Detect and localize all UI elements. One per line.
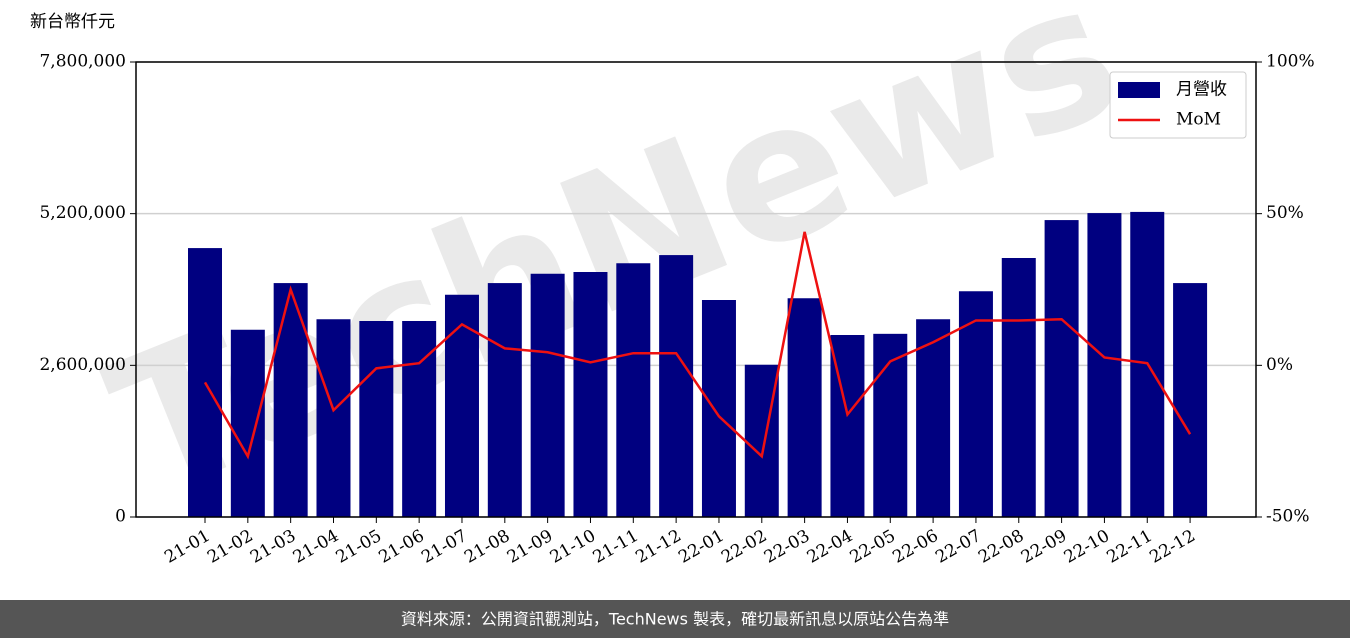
legend-swatch bbox=[1118, 82, 1160, 98]
x-tick-label: 22-05 bbox=[847, 526, 899, 568]
x-tick-label: 21-05 bbox=[333, 526, 385, 568]
bar bbox=[273, 283, 308, 517]
x-tick-label: 21-02 bbox=[204, 526, 256, 568]
x-tick-label: 21-11 bbox=[590, 526, 642, 568]
bar bbox=[573, 272, 608, 517]
x-tick-label: 22-10 bbox=[1061, 526, 1113, 568]
x-tick-label: 22-07 bbox=[932, 526, 984, 568]
y2-tick-label: 100% bbox=[1266, 52, 1315, 72]
bar bbox=[1087, 213, 1122, 518]
legend-label: MoM bbox=[1176, 110, 1221, 130]
x-tick-label: 21-10 bbox=[547, 526, 599, 568]
x-tick-label: 22-02 bbox=[718, 526, 770, 568]
line bbox=[203, 231, 1192, 460]
bar bbox=[787, 298, 822, 517]
legend-label: 月營收 bbox=[1176, 80, 1227, 100]
bar bbox=[873, 333, 908, 517]
y-tick-label: 2,600,000 bbox=[39, 355, 126, 375]
plot-frame bbox=[135, 61, 1257, 518]
x-tick-label: 22-12 bbox=[1146, 526, 1198, 568]
x-tick-label: 21-09 bbox=[504, 526, 556, 568]
bar bbox=[1173, 283, 1208, 517]
y2-tick-label: 0% bbox=[1266, 355, 1293, 375]
y-tick-label: 7,800,000 bbox=[39, 52, 126, 72]
bar bbox=[958, 291, 993, 517]
x-tick-label: 22-11 bbox=[1104, 526, 1156, 568]
bar bbox=[1044, 220, 1079, 518]
bar bbox=[616, 263, 651, 517]
x-tick-label: 21-06 bbox=[375, 526, 427, 568]
bar bbox=[359, 321, 394, 517]
bar bbox=[1001, 258, 1036, 517]
x-tick-label: 22-09 bbox=[1018, 526, 1070, 568]
x-tick-label: 22-01 bbox=[675, 526, 727, 568]
bar bbox=[701, 300, 736, 517]
bar bbox=[230, 329, 265, 517]
x-tick-label: 22-08 bbox=[975, 526, 1027, 568]
y-tick-label: 0 bbox=[115, 507, 126, 527]
x-tick-label: 21-03 bbox=[247, 526, 299, 568]
y2-tick-label: -50% bbox=[1266, 507, 1310, 527]
bar bbox=[530, 273, 565, 517]
x-tick-label: 21-07 bbox=[418, 526, 470, 568]
x-tick-label: 21-12 bbox=[632, 526, 684, 568]
bar bbox=[916, 319, 951, 517]
source-note: 資料來源：公開資訊觀測站，TechNews 製表，確切最新訊息以原站公告為準 bbox=[401, 610, 949, 629]
x-tick-label: 21-08 bbox=[461, 526, 513, 568]
y-tick-label: 5,200,000 bbox=[39, 203, 126, 223]
bar bbox=[402, 321, 437, 517]
x-tick-label: 22-03 bbox=[761, 526, 813, 568]
bar bbox=[316, 319, 351, 517]
bar bbox=[659, 255, 694, 518]
bar bbox=[487, 283, 522, 517]
bar bbox=[444, 294, 479, 517]
y-axis-label: 新台幣仟元 bbox=[30, 12, 115, 32]
x-tick-label: 22-06 bbox=[889, 526, 941, 568]
x-tick-label: 22-04 bbox=[804, 526, 856, 568]
bar bbox=[744, 364, 779, 517]
footer-bar bbox=[0, 600, 1350, 638]
y2-tick-label: 50% bbox=[1266, 203, 1304, 223]
x-tick-label: 21-04 bbox=[290, 526, 342, 568]
